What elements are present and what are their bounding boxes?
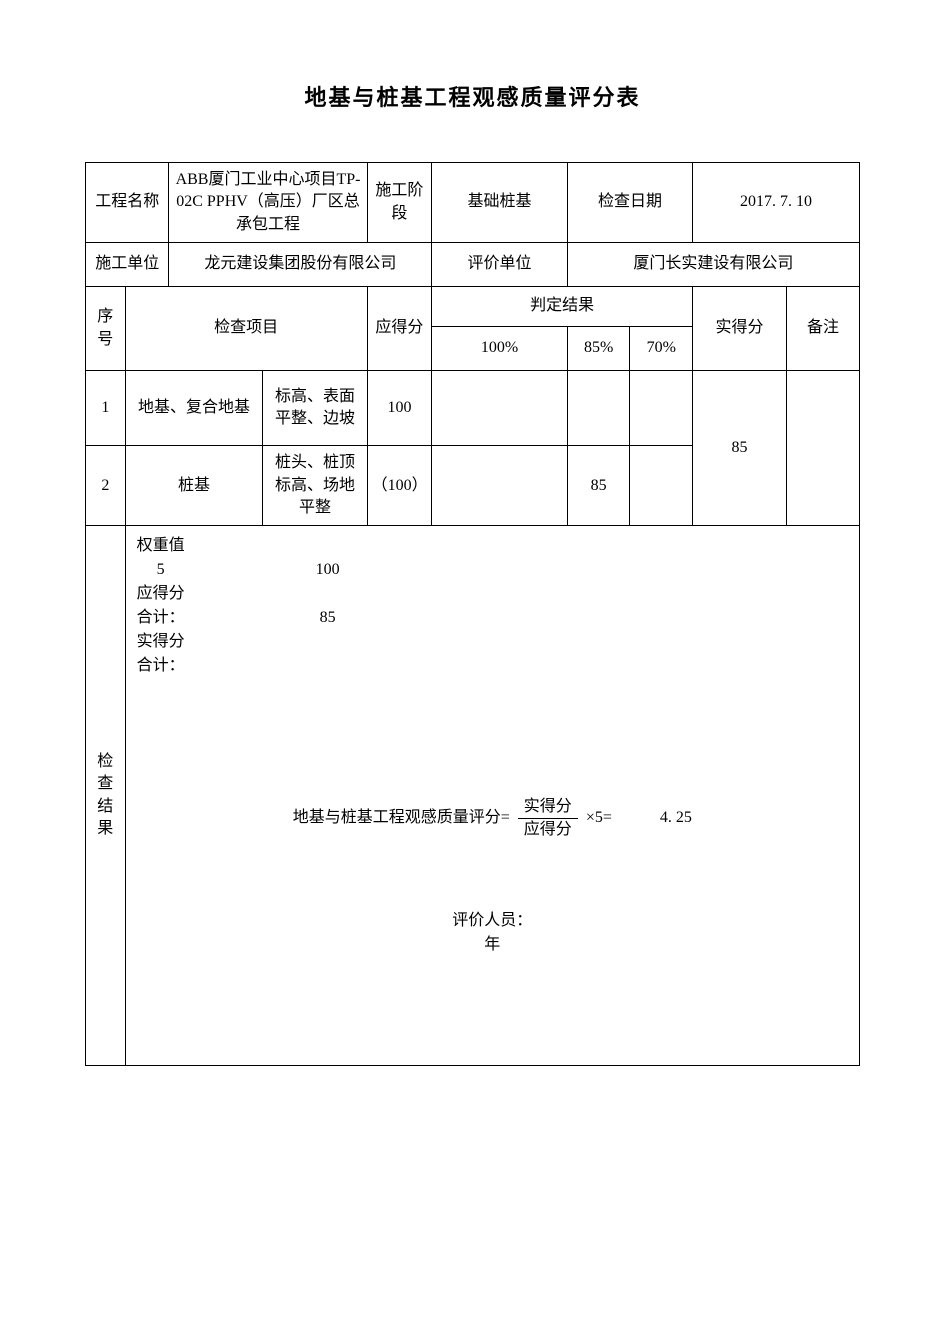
- remark-cell: [786, 371, 859, 526]
- formula-fraction: 实得分 应得分: [518, 798, 578, 838]
- label-contractor: 施工单位: [86, 243, 169, 287]
- weight-label: 权重值5: [136, 534, 186, 582]
- label-phase: 施工阶段: [367, 163, 432, 243]
- score-form-table: 工程名称 ABB厦门工业中心项目TP-02C PPHV（高压）厂区总承包工程 施…: [85, 162, 860, 1066]
- row2-j70: [630, 446, 693, 526]
- row1-j70: [630, 371, 693, 446]
- value-contractor: 龙元建设集团股份有限公司: [169, 243, 432, 287]
- col-item: 检查项目: [125, 287, 367, 371]
- row2-seq: 2: [86, 446, 126, 526]
- row2-category: 桩基: [125, 446, 263, 526]
- row1-category: 地基、复合地基: [125, 371, 263, 446]
- results-side-label: 检查结果: [86, 526, 126, 1066]
- row1-seq: 1: [86, 371, 126, 446]
- col-actual: 实得分: [693, 287, 787, 371]
- results-cell: 权重值5 应得分合计： 实得分合计： 100 85 地基与桩基工程观感质量评: [125, 526, 859, 1066]
- formula-row: 地基与桩基工程观感质量评分= 实得分 应得分 ×5= 4. 25: [136, 798, 849, 838]
- value-evaluator: 厦门长实建设有限公司: [567, 243, 859, 287]
- col-remark: 备注: [786, 287, 859, 371]
- actual-sum-label: 实得分合计：: [136, 630, 186, 678]
- actual-total: 85: [693, 371, 787, 526]
- document-title: 地基与桩基工程观感质量评分表: [85, 80, 860, 112]
- date-label: 年: [136, 933, 849, 957]
- label-evaluator: 评价单位: [432, 243, 568, 287]
- row1-j85: [567, 371, 630, 446]
- col-judge-100: 100%: [432, 327, 568, 371]
- value-check-date: 2017. 7. 10: [693, 163, 860, 243]
- row1-should: 100: [367, 371, 432, 446]
- formula-result: 4. 25: [660, 807, 692, 829]
- col-judge: 判定结果: [432, 287, 693, 327]
- formula-prefix: 地基与桩基工程观感质量评分=: [293, 807, 510, 829]
- sign-label: 评价人员：: [136, 909, 849, 933]
- page: 地基与桩基工程观感质量评分表 工程名称 ABB厦门工业中心项目TP-02C PP…: [0, 0, 945, 1126]
- col-should: 应得分: [367, 287, 432, 371]
- actual-sum-value: 85: [316, 606, 340, 630]
- row1-content: 标高、表面平整、边坡: [263, 371, 367, 446]
- summary-block: 权重值5 应得分合计： 实得分合计： 100 85: [136, 534, 849, 678]
- value-project-name: ABB厦门工业中心项目TP-02C PPHV（高压）厂区总承包工程: [169, 163, 367, 243]
- row2-j100: [432, 446, 568, 526]
- label-check-date: 检查日期: [567, 163, 692, 243]
- col-judge-85: 85%: [567, 327, 630, 371]
- row2-should: （100）: [367, 446, 432, 526]
- col-seq: 序号: [86, 287, 126, 371]
- row1-j100: [432, 371, 568, 446]
- label-project-name: 工程名称: [86, 163, 169, 243]
- col-judge-70: 70%: [630, 327, 693, 371]
- should-sum-label: 应得分合计：: [136, 582, 186, 630]
- value-phase: 基础桩基: [432, 163, 568, 243]
- row2-content: 桩头、桩顶标高、场地平整: [263, 446, 367, 526]
- should-sum-value: 100: [316, 558, 340, 582]
- formula-suffix: ×5=: [586, 807, 612, 829]
- row2-j85: 85: [567, 446, 630, 526]
- signature-block: 评价人员： 年: [136, 909, 849, 957]
